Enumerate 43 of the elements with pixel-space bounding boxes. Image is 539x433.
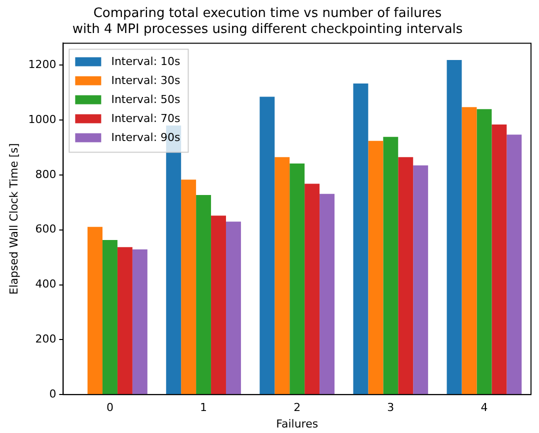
bar	[353, 84, 368, 394]
x-tick-label: 2	[294, 401, 301, 414]
bar	[102, 240, 118, 394]
y-tick-label: 1200	[28, 58, 56, 72]
legend-label: Interval: 10s	[111, 55, 181, 68]
x-tick-label: 3	[387, 401, 394, 414]
bar	[132, 249, 148, 394]
legend-label: Interval: 70s	[111, 112, 181, 126]
legend-label: Interval: 30s	[111, 74, 181, 88]
y-tick-label: 1000	[28, 112, 56, 126]
x-axis-title: Failures	[276, 417, 318, 430]
y-axis-title: Elapsed Wall Clock Time [s]	[7, 143, 20, 295]
x-tick-label: 4	[480, 401, 488, 414]
bar	[226, 222, 241, 394]
y-tick-label: 400	[35, 278, 56, 291]
legend-label: Interval: 90s	[111, 131, 181, 144]
bar	[462, 107, 477, 394]
legend-label: Interval: 50s	[111, 93, 181, 106]
y-tick-label: 200	[35, 332, 56, 346]
bar	[320, 194, 335, 394]
bar	[117, 247, 132, 394]
bar	[413, 165, 428, 394]
bar	[368, 140, 384, 394]
bar	[181, 180, 196, 394]
bar	[274, 157, 290, 394]
y-tick-label: 600	[35, 222, 56, 236]
bar	[260, 96, 275, 394]
chart-title: Comparing total execution time vs number of failures with 4 MPI processes using different checkpointing intervals	[72, 6, 463, 37]
bar	[383, 136, 398, 394]
y-tick-label: 0	[49, 387, 56, 400]
x-tick-label: 0	[106, 401, 114, 414]
bar	[446, 60, 462, 394]
bar	[211, 216, 226, 394]
bar	[290, 163, 305, 394]
x-tick-label: 1	[200, 401, 208, 414]
bar	[304, 184, 320, 394]
bar	[88, 226, 102, 394]
y-tick-label: 800	[35, 168, 56, 181]
bar	[492, 124, 507, 394]
bar	[398, 157, 414, 394]
bar	[476, 109, 492, 394]
bar	[506, 134, 522, 394]
bar	[196, 195, 212, 394]
